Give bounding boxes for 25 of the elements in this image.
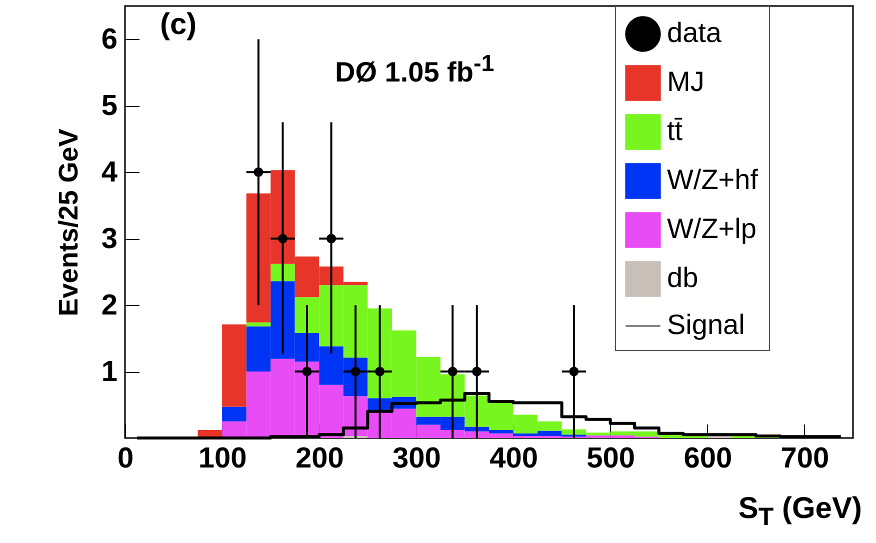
legend-label: Signal	[667, 309, 745, 340]
x-tick-label: 600	[684, 442, 732, 474]
y-axis-title: Events/25 GeV	[53, 128, 84, 316]
annotation: DØ 1.05 fb$^{-1}$	[335, 50, 494, 88]
legend-label: tt̄	[667, 115, 683, 146]
y-tick-label: 3	[101, 223, 118, 256]
legend-label: db	[667, 262, 698, 293]
x-tick-label: 200	[295, 442, 344, 474]
annotation: (c)	[160, 8, 197, 42]
y-tick-label: 1	[101, 356, 118, 388]
y-tick-label: 2	[101, 290, 118, 322]
x-tick-label: 0	[117, 442, 134, 474]
x-tick-label: 100	[198, 442, 247, 474]
y-tick-label: 4	[101, 156, 118, 189]
x-tick-label: 700	[780, 442, 830, 474]
legend-label: W/Z+hf	[667, 164, 758, 195]
y-tick-label: 6	[101, 24, 118, 56]
x-axis-title: S$_{T}$ (GeV)	[738, 492, 862, 532]
legend-label: data	[667, 17, 722, 48]
x-tick-label: 300	[392, 442, 441, 474]
y-tick-label: 5	[101, 90, 118, 122]
x-tick-label: 500	[586, 442, 636, 474]
x-tick-label: 400	[490, 442, 538, 474]
legend-label: MJ	[667, 66, 704, 97]
legend-label: W/Z+lp	[667, 213, 756, 244]
